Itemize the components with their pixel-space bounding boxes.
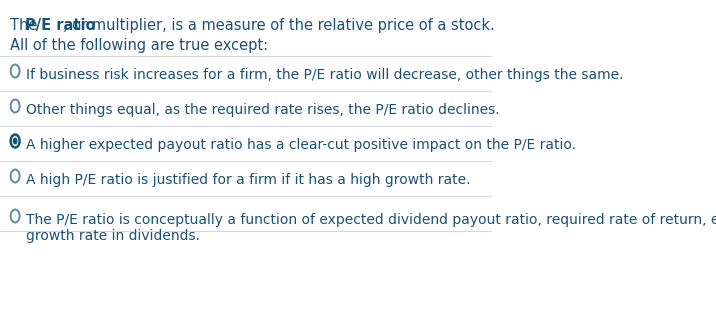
Text: A higher expected payout ratio has a clear-cut positive impact on the P/E ratio.: A higher expected payout ratio has a cle… (26, 138, 576, 152)
Circle shape (13, 137, 17, 144)
Text: P/E ratio: P/E ratio (25, 18, 95, 33)
Text: The P/E ratio is conceptually a function of expected dividend payout ratio, requ: The P/E ratio is conceptually a function… (26, 213, 716, 243)
Text: If business risk increases for a firm, the P/E ratio will decrease, other things: If business risk increases for a firm, t… (26, 68, 624, 82)
Text: Other things equal, as the required rate rises, the P/E ratio declines.: Other things equal, as the required rate… (26, 103, 500, 117)
Text: , or multiplier, is a measure of the relative price of a stock.: , or multiplier, is a measure of the rel… (62, 18, 494, 33)
Circle shape (11, 210, 19, 222)
Text: The: The (9, 18, 42, 33)
Circle shape (11, 169, 19, 183)
Circle shape (11, 64, 19, 77)
Circle shape (11, 100, 19, 112)
Circle shape (11, 135, 19, 148)
Text: All of the following are true except:: All of the following are true except: (9, 38, 268, 53)
Text: A high P/E ratio is justified for a firm if it has a high growth rate.: A high P/E ratio is justified for a firm… (26, 173, 470, 187)
